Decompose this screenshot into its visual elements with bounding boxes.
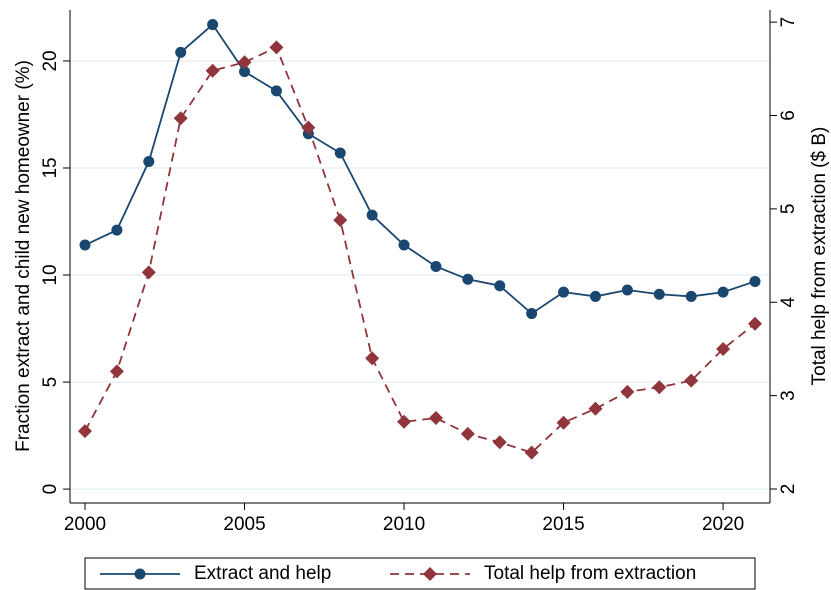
marker (365, 351, 380, 366)
legend-label: Total help from extraction (484, 563, 696, 584)
marker (494, 280, 506, 292)
series-line (84, 23, 756, 315)
x-tick-label: 2020 (702, 514, 744, 535)
marker (588, 401, 603, 416)
marker (717, 286, 729, 298)
marker (111, 224, 123, 236)
series-line (84, 46, 756, 454)
y-tick-label: 15 (40, 157, 61, 178)
marker (173, 111, 188, 126)
marker (462, 273, 474, 285)
marker (653, 288, 665, 300)
marker (524, 445, 539, 460)
marker (77, 424, 92, 439)
marker (79, 239, 91, 251)
y2-tick-label: 4 (778, 297, 799, 308)
x-tick-label: 2015 (542, 514, 584, 535)
marker (749, 275, 761, 287)
y2-tick-label: 5 (778, 204, 799, 215)
marker (366, 209, 378, 221)
marker (239, 66, 251, 78)
marker (207, 19, 219, 31)
marker (460, 426, 475, 441)
x-tick-label: 2005 (223, 514, 265, 535)
y2-tick-label: 6 (778, 110, 799, 121)
marker (621, 284, 633, 296)
marker (748, 316, 763, 331)
x-tick-label: 2000 (64, 514, 106, 535)
y-tick-label: 0 (40, 484, 61, 495)
y-tick-label: 20 (40, 50, 61, 71)
legend-marker (423, 567, 437, 581)
marker (716, 341, 731, 356)
marker (301, 120, 316, 135)
y2-axis-title: Total help from extraction ($ B) (809, 127, 830, 386)
y-tick-label: 5 (40, 377, 61, 388)
marker (141, 265, 156, 280)
marker (334, 147, 346, 159)
marker (652, 380, 667, 395)
marker (333, 213, 348, 228)
marker (398, 239, 410, 251)
marker (428, 411, 443, 426)
marker (685, 290, 697, 302)
y2-tick-label: 2 (778, 484, 799, 495)
marker (175, 46, 187, 58)
x-tick-label: 2010 (383, 514, 425, 535)
marker (526, 308, 538, 320)
marker (143, 156, 155, 168)
marker (620, 384, 635, 399)
marker (109, 364, 124, 379)
legend-marker (134, 568, 146, 580)
marker (492, 435, 507, 450)
marker (205, 63, 220, 78)
marker (558, 286, 570, 298)
legend-label: Extract and help (194, 563, 331, 584)
marker (269, 40, 284, 55)
marker (270, 85, 282, 97)
marker (684, 373, 699, 388)
y-axis-title: Fraction extract and child new homeowner… (13, 60, 34, 452)
marker (430, 260, 442, 272)
marker (237, 55, 252, 70)
y-tick-label: 10 (40, 264, 61, 285)
marker (589, 290, 601, 302)
marker (556, 415, 571, 430)
y2-tick-label: 7 (778, 17, 799, 28)
marker (397, 414, 412, 429)
y2-tick-label: 3 (778, 390, 799, 401)
